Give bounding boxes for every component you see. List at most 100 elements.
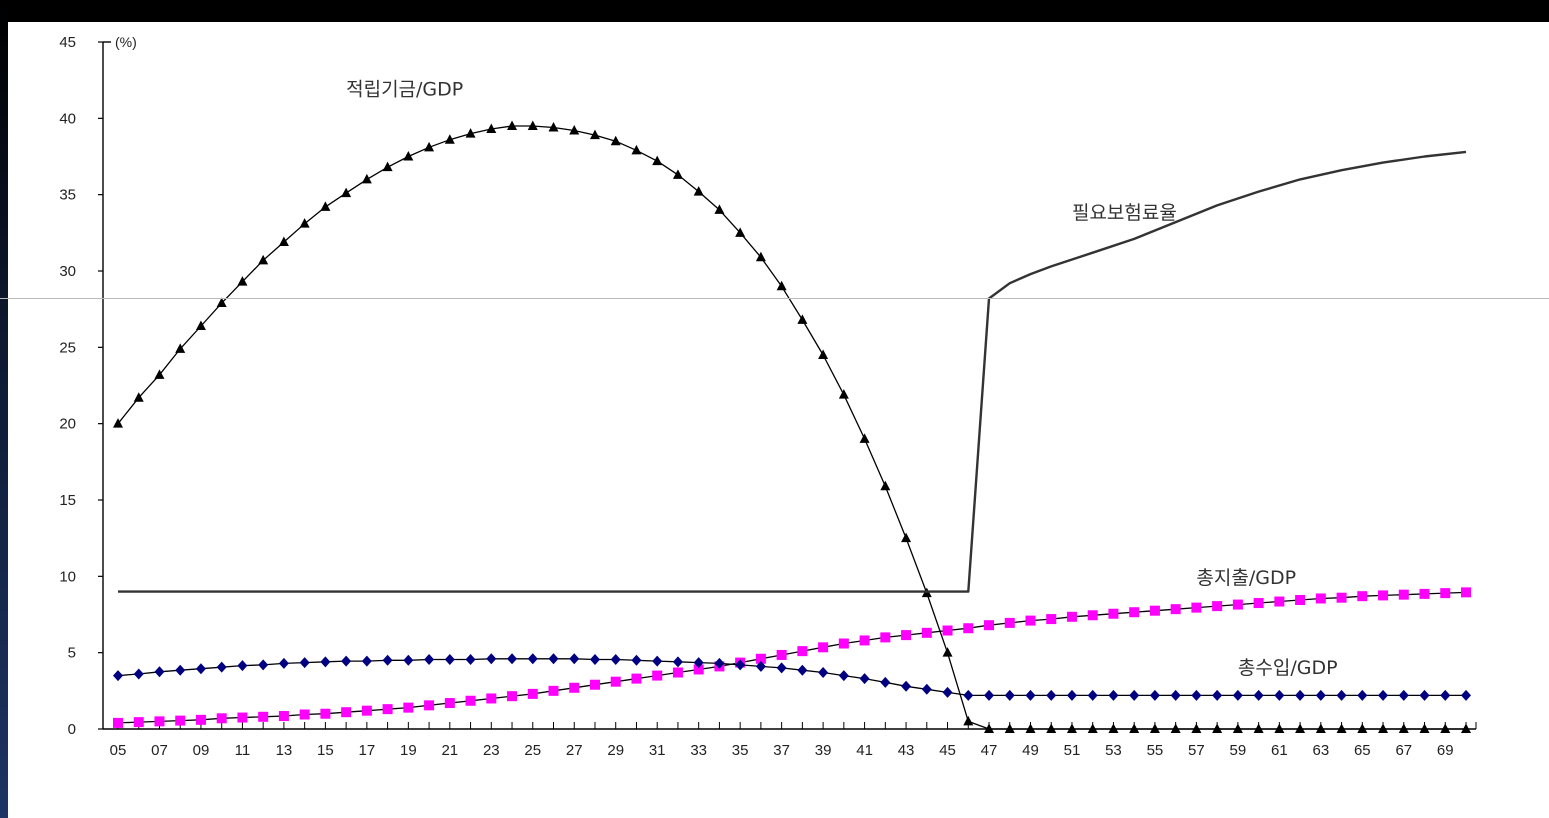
- x-tick-label: 07: [151, 742, 168, 759]
- series-point: [486, 123, 497, 134]
- series-point: [382, 161, 393, 172]
- series-point: [859, 635, 870, 646]
- series-point: [901, 680, 912, 692]
- series-point: [569, 653, 580, 665]
- series-point: [880, 676, 891, 688]
- x-tick-label: 27: [566, 742, 583, 759]
- series-point: [1232, 723, 1243, 733]
- series-point: [465, 654, 476, 666]
- x-tick-label: 65: [1354, 742, 1371, 759]
- series-point: [984, 689, 995, 701]
- series-point: [1336, 723, 1347, 733]
- x-tick-label: 57: [1188, 742, 1205, 759]
- series-point: [216, 661, 227, 673]
- series-point: [1253, 723, 1264, 733]
- series-point: [154, 716, 165, 727]
- x-tick-label: 09: [193, 742, 210, 759]
- series-point: [672, 169, 683, 179]
- series-point: [424, 700, 435, 711]
- series-point: [527, 120, 538, 130]
- series-point: [1025, 615, 1036, 626]
- series-point: [216, 713, 227, 724]
- x-tick-label: 49: [1022, 742, 1039, 759]
- series-point: [797, 664, 808, 676]
- series-point: [631, 144, 642, 155]
- x-tick-label: 59: [1230, 742, 1247, 759]
- series-point: [1108, 608, 1119, 619]
- series-point: [1004, 723, 1015, 733]
- series-point: [1170, 604, 1181, 615]
- series-point: [569, 125, 580, 135]
- series-point: [175, 664, 186, 676]
- series-point: [1315, 723, 1326, 733]
- series-point: [382, 704, 393, 715]
- series-point: [237, 660, 248, 672]
- series-point: [299, 218, 310, 228]
- series-annotation: 필요보험료율: [1072, 202, 1177, 224]
- series-point: [382, 654, 393, 666]
- series-point: [589, 654, 600, 666]
- series-point: [403, 151, 414, 161]
- series-point: [424, 141, 435, 152]
- series-point: [610, 676, 621, 687]
- series-point: [818, 349, 829, 359]
- series-point: [1066, 723, 1077, 733]
- series-point: [1004, 617, 1015, 628]
- x-tick-label: 11: [235, 742, 251, 759]
- series-point: [1398, 689, 1409, 701]
- x-tick-label: 51: [1064, 742, 1081, 759]
- x-tick-label: 53: [1105, 742, 1122, 759]
- x-tick-label: 15: [317, 742, 334, 759]
- x-tick-label: 05: [110, 742, 127, 759]
- series-point: [1419, 689, 1430, 701]
- series-point: [195, 663, 206, 675]
- series-point: [755, 660, 766, 672]
- x-tick-label: 31: [649, 742, 666, 759]
- x-tick-label: 23: [483, 742, 500, 759]
- series-point: [1004, 689, 1015, 701]
- series-point: [1378, 723, 1389, 733]
- y-unit-label: (%): [115, 34, 137, 50]
- series-point: [1046, 723, 1057, 733]
- y-tick-label: 30: [59, 263, 76, 280]
- series-point: [1108, 689, 1119, 701]
- series-point: [1336, 592, 1347, 603]
- x-tick-label: 55: [1147, 742, 1164, 759]
- series-point: [548, 121, 559, 132]
- series-point: [154, 666, 165, 678]
- series-point: [1212, 723, 1223, 733]
- x-tick-label: 19: [400, 742, 417, 759]
- series-point: [1046, 689, 1057, 701]
- series-point: [258, 254, 269, 265]
- series-point: [1357, 591, 1368, 602]
- x-tick-label: 25: [524, 742, 541, 759]
- series-point: [113, 418, 123, 428]
- series-point: [1087, 610, 1098, 621]
- series-point: [361, 173, 372, 184]
- y-tick-label: 20: [59, 416, 76, 433]
- series-point: [299, 709, 310, 720]
- series-point: [154, 369, 165, 379]
- series-point: [569, 682, 580, 693]
- series-point: [237, 712, 248, 723]
- y-tick-label: 10: [59, 568, 76, 585]
- series-point: [1378, 590, 1389, 601]
- series-point: [548, 685, 559, 696]
- y-tick-label: 35: [59, 187, 76, 204]
- x-tick-label: 37: [773, 742, 790, 759]
- series-point: [133, 717, 144, 728]
- series-point: [1191, 602, 1202, 613]
- series-point: [1378, 689, 1389, 701]
- series-point: [361, 705, 372, 716]
- x-tick-label: 17: [359, 742, 376, 759]
- series-point: [1191, 723, 1202, 733]
- series-point: [1129, 607, 1140, 618]
- series-point: [1274, 689, 1285, 701]
- series-point: [942, 625, 953, 636]
- series-point: [693, 657, 704, 669]
- series-point: [652, 655, 663, 667]
- series-point: [1129, 723, 1140, 733]
- y-tick-label: 5: [68, 645, 76, 662]
- series-point: [735, 659, 746, 671]
- series-point: [1170, 689, 1181, 701]
